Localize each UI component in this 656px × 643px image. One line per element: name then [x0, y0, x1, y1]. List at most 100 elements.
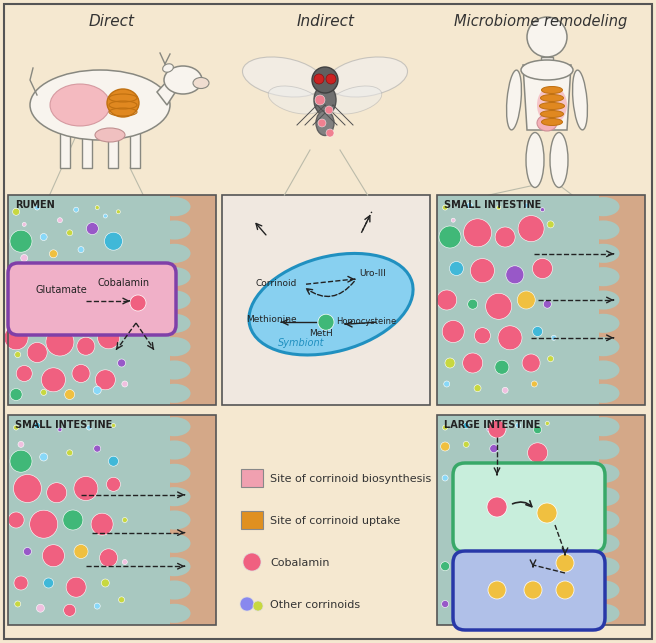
Circle shape: [533, 426, 542, 433]
Ellipse shape: [193, 78, 209, 89]
Circle shape: [449, 262, 464, 275]
Circle shape: [533, 547, 542, 556]
Circle shape: [47, 483, 67, 503]
Circle shape: [522, 354, 540, 372]
Circle shape: [40, 453, 48, 461]
Ellipse shape: [158, 440, 190, 460]
FancyBboxPatch shape: [8, 263, 176, 335]
Text: Other corrinoids: Other corrinoids: [270, 600, 360, 610]
Bar: [437, 415, 645, 625]
Circle shape: [10, 450, 32, 472]
Ellipse shape: [164, 66, 202, 94]
Text: Homocysteine: Homocysteine: [336, 317, 396, 326]
Circle shape: [65, 390, 75, 399]
Circle shape: [441, 562, 449, 571]
Circle shape: [443, 381, 450, 387]
Circle shape: [95, 370, 115, 390]
Circle shape: [325, 106, 333, 114]
Circle shape: [524, 581, 542, 599]
Text: Glutamate: Glutamate: [36, 285, 88, 295]
Circle shape: [442, 475, 448, 481]
Circle shape: [531, 381, 537, 387]
Text: Uro-III: Uro-III: [359, 269, 386, 278]
Circle shape: [315, 95, 325, 105]
Bar: [8, 195, 178, 405]
Bar: [437, 195, 645, 405]
Circle shape: [87, 425, 92, 430]
Circle shape: [253, 601, 263, 611]
Circle shape: [527, 443, 548, 463]
Ellipse shape: [314, 85, 336, 115]
Circle shape: [16, 365, 32, 381]
Circle shape: [89, 322, 96, 329]
Text: Cobalamin: Cobalamin: [270, 558, 329, 568]
Ellipse shape: [587, 267, 619, 286]
Circle shape: [95, 206, 99, 210]
Ellipse shape: [158, 487, 190, 506]
Ellipse shape: [327, 57, 407, 97]
Circle shape: [488, 581, 506, 599]
Circle shape: [474, 385, 481, 392]
Ellipse shape: [158, 221, 190, 240]
Circle shape: [130, 295, 146, 311]
FancyBboxPatch shape: [453, 463, 605, 552]
Circle shape: [523, 601, 529, 607]
Circle shape: [548, 356, 554, 362]
FancyBboxPatch shape: [241, 511, 263, 529]
Circle shape: [14, 425, 18, 430]
Circle shape: [115, 314, 121, 320]
Circle shape: [98, 327, 119, 349]
Circle shape: [91, 513, 113, 535]
Circle shape: [490, 444, 498, 453]
Text: Corrinoid: Corrinoid: [255, 279, 297, 288]
Ellipse shape: [541, 111, 564, 118]
Circle shape: [21, 255, 28, 262]
Ellipse shape: [158, 557, 190, 576]
Ellipse shape: [158, 604, 190, 623]
Ellipse shape: [587, 221, 619, 240]
Ellipse shape: [526, 132, 544, 188]
Circle shape: [523, 203, 529, 208]
Circle shape: [64, 604, 75, 616]
Circle shape: [35, 205, 40, 210]
Circle shape: [470, 258, 495, 283]
Ellipse shape: [587, 581, 619, 599]
Circle shape: [437, 290, 457, 310]
Text: SMALL INTESTINE: SMALL INTESTINE: [444, 200, 541, 210]
Ellipse shape: [541, 118, 562, 125]
Circle shape: [466, 203, 472, 208]
Circle shape: [14, 475, 41, 502]
Ellipse shape: [249, 253, 413, 355]
Circle shape: [49, 249, 58, 258]
Circle shape: [439, 226, 461, 248]
Circle shape: [441, 442, 449, 451]
Ellipse shape: [158, 581, 190, 599]
Ellipse shape: [587, 314, 619, 333]
Bar: [8, 415, 216, 625]
Circle shape: [108, 456, 119, 466]
Ellipse shape: [587, 197, 619, 216]
Circle shape: [487, 497, 507, 517]
Circle shape: [122, 381, 128, 387]
Bar: [437, 195, 607, 405]
Circle shape: [93, 386, 101, 394]
Ellipse shape: [158, 511, 190, 530]
Circle shape: [445, 358, 455, 368]
Circle shape: [40, 233, 47, 240]
Circle shape: [100, 548, 117, 566]
Bar: [222, 195, 430, 405]
Text: Cobalamin: Cobalamin: [98, 278, 150, 288]
Circle shape: [551, 606, 556, 611]
Circle shape: [312, 67, 338, 93]
Circle shape: [517, 291, 535, 309]
Text: Indirect: Indirect: [297, 14, 355, 29]
Circle shape: [94, 603, 100, 609]
Circle shape: [27, 343, 47, 363]
Circle shape: [104, 214, 108, 218]
Circle shape: [497, 206, 501, 210]
Circle shape: [14, 601, 21, 607]
Ellipse shape: [158, 464, 190, 483]
Circle shape: [28, 316, 37, 326]
Circle shape: [37, 604, 45, 612]
Circle shape: [326, 129, 334, 137]
